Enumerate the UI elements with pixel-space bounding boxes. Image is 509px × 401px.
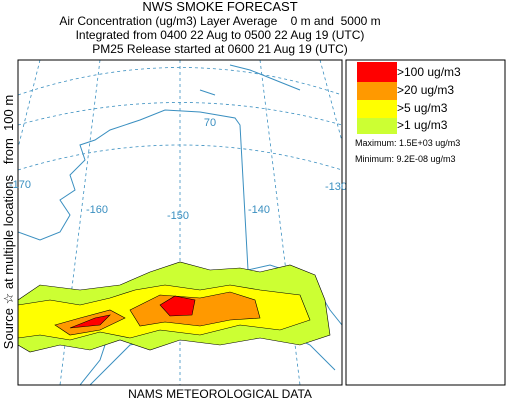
- subtitle: Air Concentration (ug/m3) Layer Average …: [59, 14, 380, 28]
- longitude-label: -170: [9, 179, 31, 191]
- coastline: [199, 64, 301, 96]
- legend-swatch: [357, 82, 397, 100]
- legend-minimum: Minimum: 9.2E-08 ug/m3: [355, 154, 456, 164]
- smoke-area: [54, 291, 261, 336]
- longitude-label: -150: [167, 210, 189, 222]
- legend-swatch: [357, 100, 397, 118]
- grid-line: [18, 60, 342, 385]
- legend: >100 ug/m3 >20 ug/m3 >5 ug/m3 >1 ug/m3 M…: [345, 59, 506, 386]
- smoke-area: [69, 295, 196, 329]
- subtitle: Integrated from 0400 22 Aug to 0500 22 A…: [76, 28, 365, 42]
- longitude-label: -160: [86, 204, 108, 216]
- longitude-label: -140: [248, 204, 270, 216]
- footer: NAMS METEOROLOGICAL DATA: [128, 387, 312, 401]
- subtitle: PM25 Release started at 0600 21 Aug 19 (…: [92, 42, 347, 56]
- legend-label: >100 ug/m3: [397, 65, 461, 79]
- latitude-label: 70: [204, 117, 216, 129]
- legend-label: >5 ug/m3: [397, 101, 448, 115]
- longitude-label: -130: [325, 181, 347, 193]
- legend-frame: [345, 59, 506, 386]
- legend-label: >20 ug/m3: [397, 83, 454, 97]
- legend-label: >1 ug/m3: [397, 118, 448, 132]
- legend-maximum: Maximum: 1.5E+03 ug/m3: [355, 138, 460, 148]
- side-label: Source ☆ at multiple locations from 100 …: [1, 95, 16, 349]
- legend-swatch: [357, 118, 397, 134]
- legend-swatch: [357, 62, 397, 82]
- map-frame: [17, 59, 343, 386]
- map: -170 -160 -150 -140 -130 70: [9, 59, 347, 386]
- title: NWS SMOKE FORECAST: [142, 0, 297, 14]
- grid-line: [18, 67, 342, 171]
